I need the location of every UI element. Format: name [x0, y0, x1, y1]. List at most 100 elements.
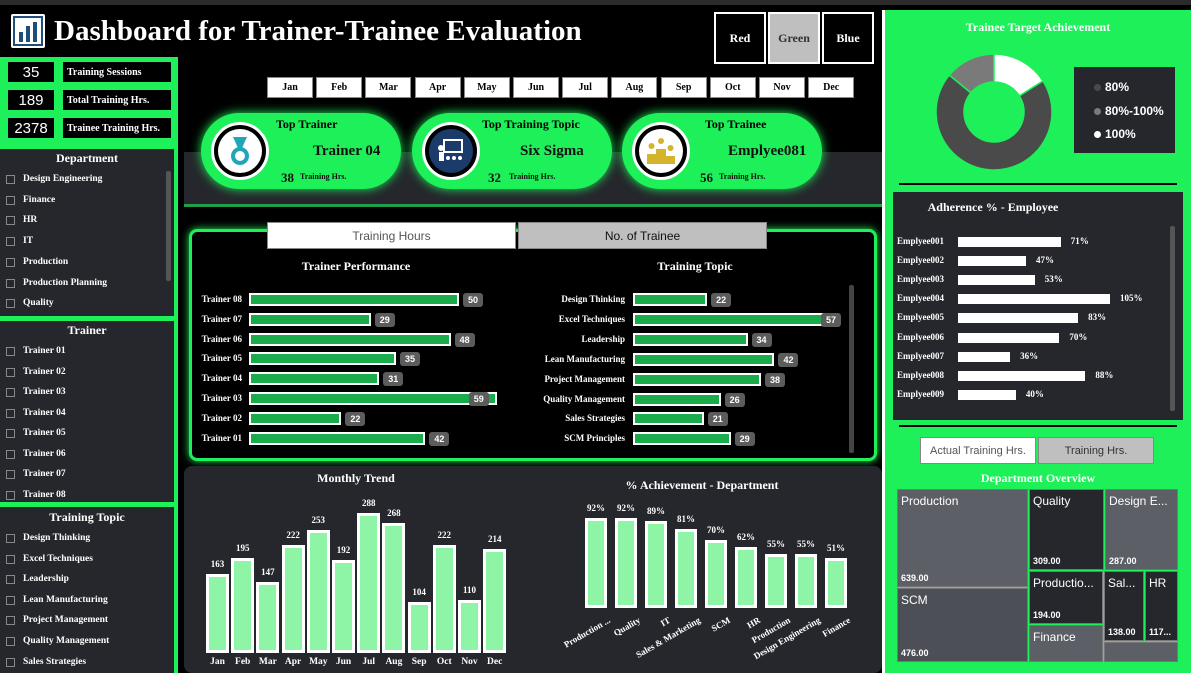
theme-red-button[interactable]: Red: [714, 12, 766, 64]
data-label: 50: [463, 293, 484, 307]
bar: [958, 332, 1060, 343]
month-dec[interactable]: Dec: [808, 77, 855, 98]
data-label: 105%: [1120, 293, 1143, 304]
bar: [958, 370, 1086, 381]
tick-label: Trainer 08: [201, 294, 242, 304]
data-label: 42: [429, 431, 450, 446]
slicer-item-finance[interactable]: Finance: [6, 195, 55, 205]
treemap-cell-hr[interactable]: HR 117...: [1145, 571, 1178, 641]
slicer-item-trainer-05[interactable]: Trainer 05: [6, 428, 66, 438]
theme-blue-button[interactable]: Blue: [822, 12, 874, 64]
month-sep[interactable]: Sep: [660, 77, 707, 98]
slicer-item-trainer-08[interactable]: Trainer 08: [6, 490, 66, 500]
bar: [735, 547, 757, 608]
data-label: 53%: [1044, 274, 1063, 285]
tick-label: Emplyee006: [897, 331, 944, 342]
adherence-scrollbar[interactable]: [1170, 226, 1175, 411]
month-jun[interactable]: Jun: [513, 77, 559, 98]
data-label: 214: [487, 533, 502, 544]
department-slicer: Department Design Engineering Finance HR…: [0, 149, 178, 318]
slicer-item-lean-manufacturing[interactable]: Lean Manufacturing: [6, 595, 108, 605]
data-label: 59: [468, 392, 489, 406]
month-mar[interactable]: Mar: [365, 77, 412, 98]
kpi-trainee-hours-label: Trainee Training Hrs.: [61, 116, 173, 140]
slicer-item-trainer-04[interactable]: Trainer 04: [6, 408, 66, 418]
treemap-cell-quality[interactable]: Quality 309.00: [1029, 489, 1104, 570]
tick-label: Emplyee004: [897, 293, 944, 304]
bar: [483, 548, 507, 653]
topic-scrollbar[interactable]: [849, 285, 854, 453]
donut-slice[interactable]: [993, 53, 1045, 97]
treemap-cell-production-planning[interactable]: Productio... 194.00: [1029, 571, 1103, 624]
department-slicer-title: Department: [56, 151, 118, 165]
month-apr[interactable]: Apr: [414, 77, 461, 98]
bar: [249, 411, 342, 425]
slicer-item-sales-strategies[interactable]: Sales Strategies: [6, 657, 86, 667]
bar: [958, 389, 1016, 400]
slicer-item-leadership[interactable]: Leadership: [6, 574, 69, 584]
treemap-cell-sales[interactable]: Sal... 138.00: [1104, 571, 1144, 641]
topic-slicer-title: Training Topic: [49, 510, 125, 524]
bar: [249, 293, 459, 306]
donut-slice[interactable]: [935, 73, 1053, 171]
month-feb[interactable]: Feb: [316, 77, 363, 98]
tick-label: Emplyee002: [897, 255, 944, 266]
slicer-item-hr[interactable]: HR: [6, 215, 37, 225]
card-main-value: Trainer 04: [313, 143, 381, 159]
month-aug[interactable]: Aug: [611, 77, 658, 98]
bar: [675, 528, 697, 608]
slicer-item-quality-management[interactable]: Quality Management: [6, 636, 109, 646]
divider: [184, 204, 882, 207]
data-label: 55%: [767, 539, 785, 550]
slicer-item-trainer-01[interactable]: Trainer 01: [6, 346, 66, 356]
month-may[interactable]: May: [463, 77, 510, 98]
data-label: 26: [724, 392, 745, 407]
tick-label: Jul: [362, 657, 376, 667]
tick-label: Emplyee005: [897, 312, 944, 323]
slicer-item-excel-techniques[interactable]: Excel Techniques: [6, 554, 93, 564]
tick-label: Mar: [258, 657, 277, 667]
data-label: 40%: [1025, 388, 1044, 399]
treemap-cell-production[interactable]: Production 639.00: [897, 489, 1028, 587]
data-label: 89%: [647, 505, 665, 516]
slicer-item-quality[interactable]: Quality: [6, 298, 54, 308]
training-hrs-toggle[interactable]: Training Hrs.: [1038, 437, 1154, 464]
treemap-cell-other[interactable]: [1104, 642, 1178, 662]
data-label: 22: [345, 411, 366, 426]
training-hours-toggle[interactable]: Training Hours: [267, 222, 516, 249]
bar: [958, 294, 1110, 305]
slicer-item-production[interactable]: Production: [6, 257, 68, 267]
department-scrollbar[interactable]: [166, 171, 171, 281]
divider: [899, 183, 1177, 185]
slicer-item-trainer-06[interactable]: Trainer 06: [6, 449, 66, 459]
slicer-item-trainer-03[interactable]: Trainer 03: [6, 387, 66, 397]
month-jan[interactable]: Jan: [267, 77, 313, 98]
legend-item: 100%: [1094, 127, 1136, 141]
bar: [645, 520, 667, 608]
month-jul[interactable]: Jul: [562, 77, 609, 98]
slicer-item-project-management[interactable]: Project Management: [6, 615, 108, 625]
tick-label: Trainer 03: [201, 393, 242, 403]
achievement-department-title: % Achievement - Department: [625, 478, 779, 492]
treemap-cell-scm[interactable]: SCM 476.00: [897, 588, 1028, 662]
no-of-trainee-toggle[interactable]: No. of Trainee: [518, 222, 767, 249]
slicer-item-design-thinking[interactable]: Design Thinking: [6, 533, 90, 543]
tick-label: Design Thinking: [561, 294, 625, 304]
month-nov[interactable]: Nov: [759, 77, 805, 98]
slicer-item-trainer-07[interactable]: Trainer 07: [6, 469, 66, 479]
slicer-item-trainer-02[interactable]: Trainer 02: [6, 367, 66, 377]
data-label: 22: [711, 293, 732, 307]
treemap-cell-design-engineering[interactable]: Design E... 287.00: [1105, 489, 1178, 570]
bar: [432, 545, 456, 653]
top-trainer-card: Top Trainer Trainer 04 38 Training Hrs.: [201, 113, 401, 189]
data-label: 192: [336, 544, 351, 555]
adherence-panel: Adherence % - Employee: [893, 192, 1183, 420]
treemap-cell-finance[interactable]: Finance: [1029, 625, 1103, 662]
slicer-item-design-engineering[interactable]: Design Engineering: [6, 174, 102, 184]
actual-training-hrs-toggle[interactable]: Actual Training Hrs.: [920, 437, 1036, 464]
slicer-item-production-planning[interactable]: Production Planning: [6, 278, 107, 288]
month-oct[interactable]: Oct: [709, 77, 756, 98]
data-label: 55%: [797, 539, 815, 550]
theme-green-button[interactable]: Green: [768, 12, 820, 64]
slicer-item-it[interactable]: IT: [6, 236, 33, 246]
